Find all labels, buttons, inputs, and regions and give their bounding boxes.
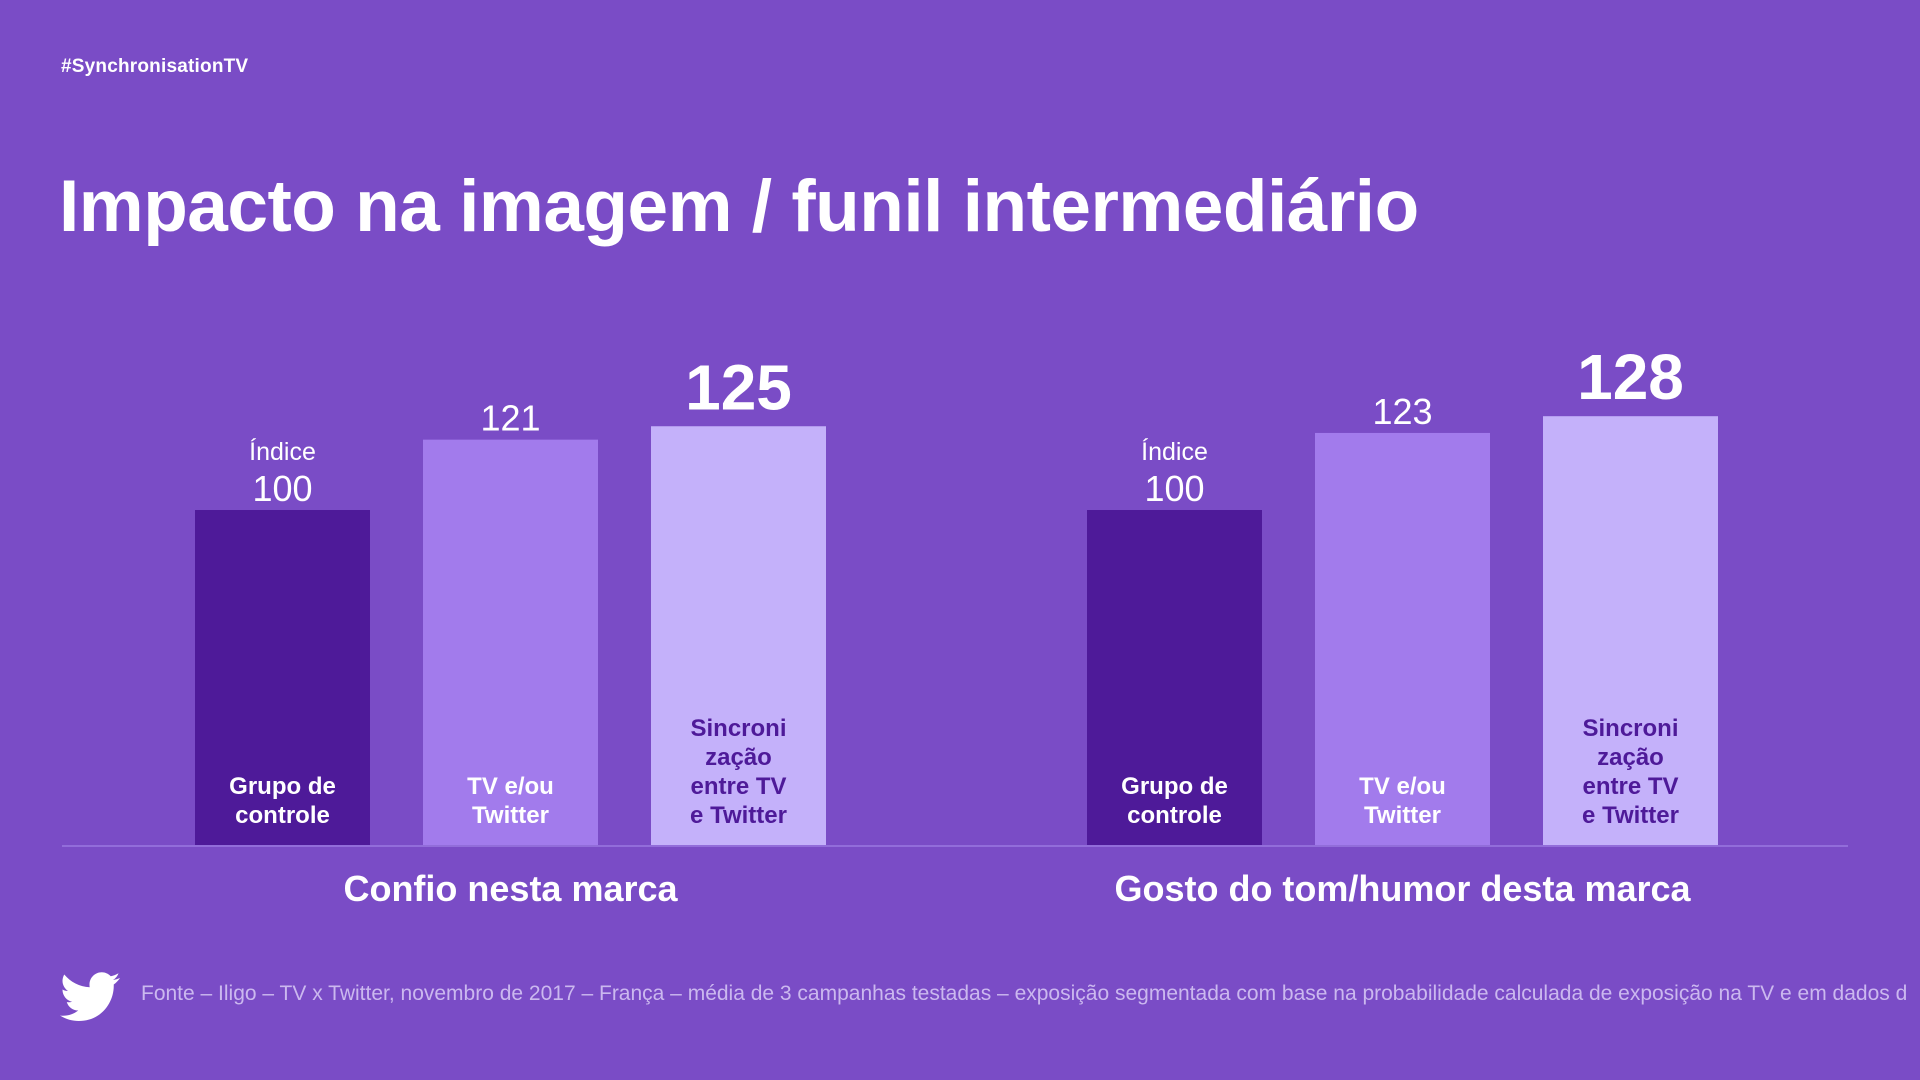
category-label: TV e/ou — [1359, 773, 1446, 800]
group-title: Confio nesta marca — [343, 868, 678, 909]
value-label: 121 — [480, 398, 540, 439]
category-label: Twitter — [1364, 802, 1441, 829]
category-label: e Twitter — [690, 802, 787, 829]
page-title: Impacto na imagem / funil intermediário — [59, 166, 1419, 247]
category-label: Grupo de — [229, 773, 336, 800]
category-label: entre TV — [1582, 773, 1678, 800]
category-label: Grupo de — [1121, 773, 1228, 800]
category-label: Sincroni — [690, 715, 786, 742]
value-label: 100 — [1144, 468, 1204, 509]
category-label: e Twitter — [1582, 802, 1679, 829]
value-label: 123 — [1372, 391, 1432, 432]
bar-g1-1 — [195, 510, 370, 845]
twitter-bird-icon[interactable] — [60, 972, 120, 1022]
index-label: Índice — [1141, 437, 1208, 466]
value-label: 128 — [1577, 341, 1684, 413]
category-label: TV e/ou — [467, 773, 554, 800]
bar-g2-3 — [1543, 416, 1718, 845]
footer: Fonte – Iligo – TV x Twitter, novembro d… — [0, 960, 1920, 1030]
category-label: controle — [235, 802, 330, 829]
category-label: zação — [1597, 744, 1664, 771]
source-note: Fonte – Iligo – TV x Twitter, novembro d… — [141, 982, 1908, 1005]
bar-g2-2 — [1315, 432, 1490, 845]
category-label: Twitter — [472, 802, 549, 829]
value-label: 100 — [252, 468, 312, 509]
bar-g1-2 — [423, 439, 598, 845]
category-label: zação — [705, 744, 772, 771]
category-label: controle — [1127, 802, 1222, 829]
bar-g2-1 — [1087, 510, 1262, 845]
hashtag: #SynchronisationTV — [61, 56, 249, 77]
category-label: Sincroni — [1582, 715, 1678, 742]
index-label: Índice — [249, 437, 316, 466]
value-label: 125 — [685, 351, 792, 423]
group-title: Gosto do tom/humor desta marca — [1114, 868, 1691, 909]
bar-g1-3 — [651, 426, 826, 845]
category-label: entre TV — [690, 773, 786, 800]
